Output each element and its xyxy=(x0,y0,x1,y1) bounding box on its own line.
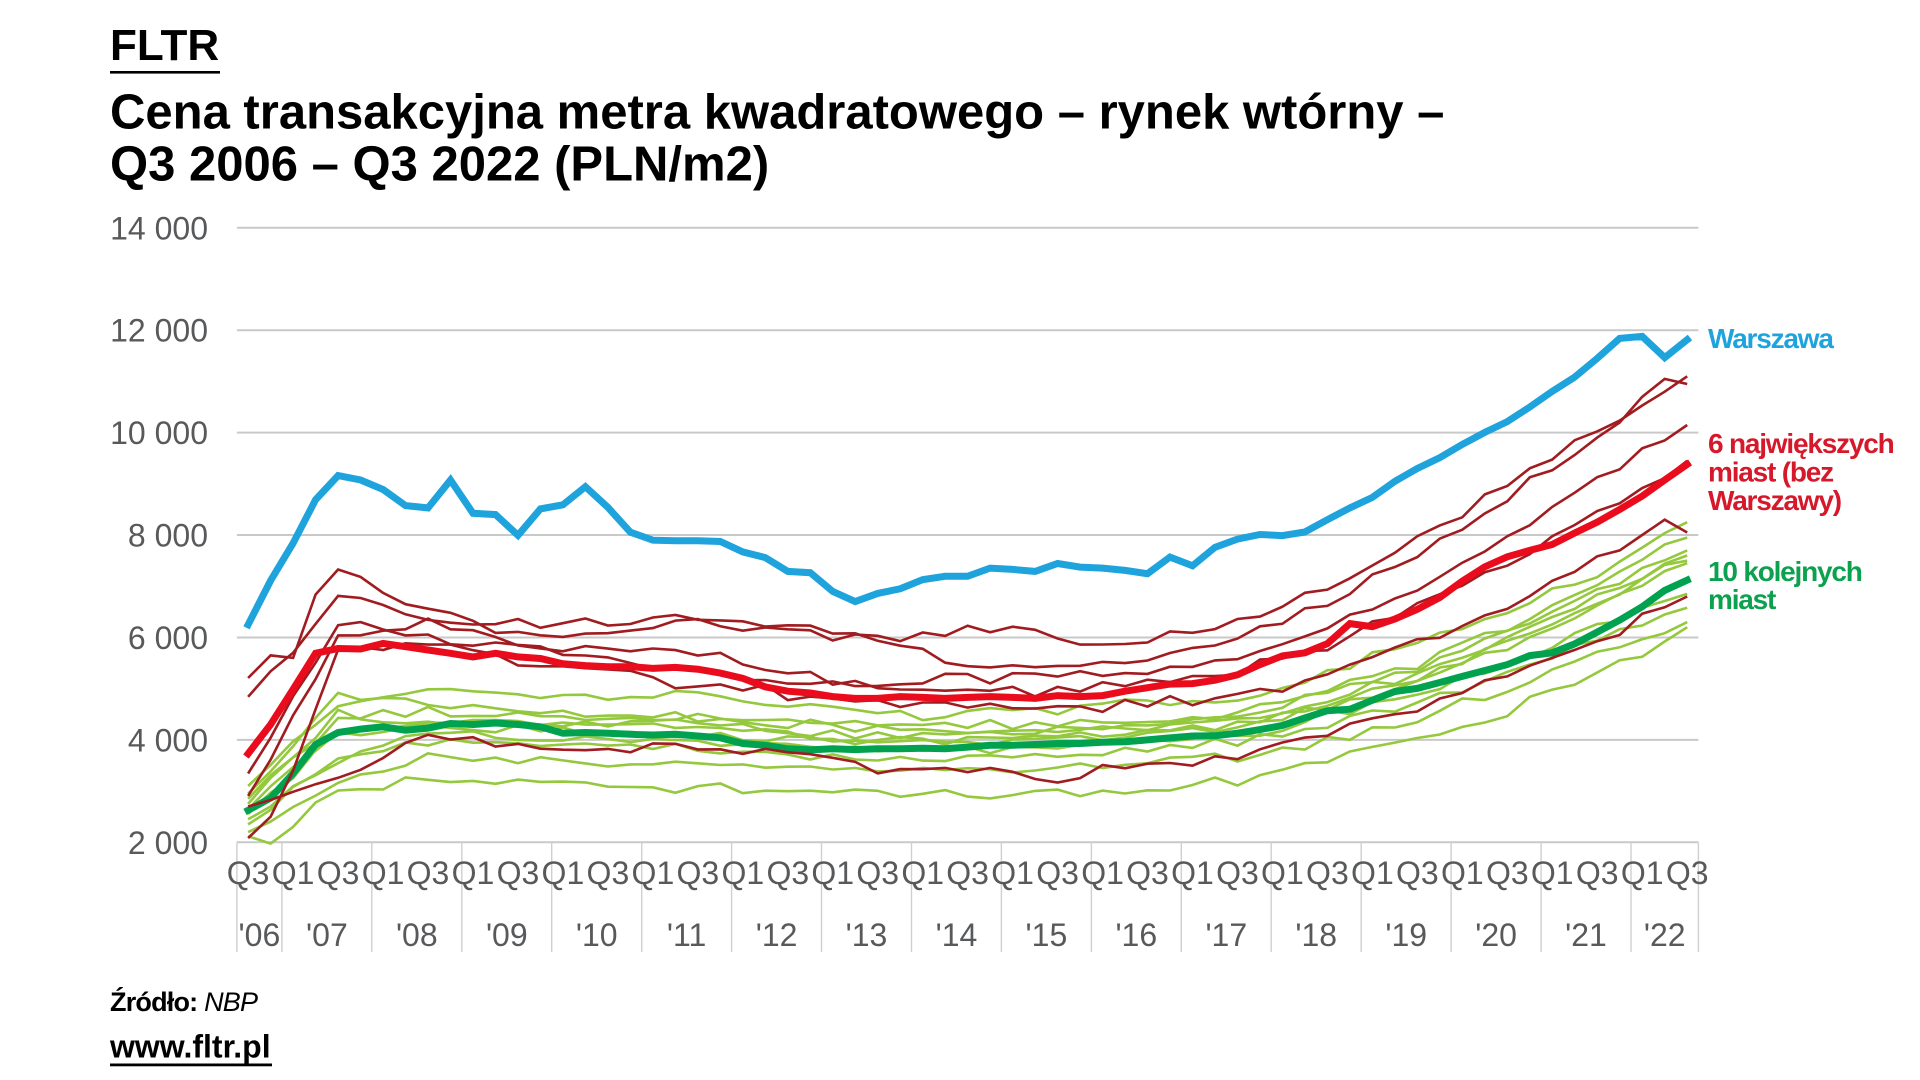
svg-text:'14: '14 xyxy=(936,917,978,953)
svg-text:Q1: Q1 xyxy=(811,855,854,891)
svg-text:Q1: Q1 xyxy=(1081,855,1124,891)
svg-text:Q1: Q1 xyxy=(721,855,764,891)
svg-text:'16: '16 xyxy=(1115,917,1157,953)
svg-text:'10: '10 xyxy=(576,917,618,953)
svg-text:2 000: 2 000 xyxy=(128,825,208,861)
svg-text:'19: '19 xyxy=(1385,917,1427,953)
svg-text:Q1: Q1 xyxy=(1261,855,1304,891)
svg-text:Q3: Q3 xyxy=(1126,855,1169,891)
svg-text:'15: '15 xyxy=(1026,917,1068,953)
svg-text:Q1: Q1 xyxy=(542,855,585,891)
svg-text:Q1: Q1 xyxy=(1531,855,1574,891)
svg-text:Q3: Q3 xyxy=(1666,855,1709,891)
svg-text:'21: '21 xyxy=(1565,917,1607,953)
svg-text:8 000: 8 000 xyxy=(128,518,208,554)
svg-text:FLTR: FLTR xyxy=(110,21,219,70)
svg-text:Q3: Q3 xyxy=(1036,855,1079,891)
svg-text:10 kolejnych: 10 kolejnych xyxy=(1708,556,1862,587)
svg-text:'07: '07 xyxy=(306,917,348,953)
svg-text:6 największych: 6 największych xyxy=(1708,428,1894,459)
svg-text:Q1: Q1 xyxy=(272,855,315,891)
svg-text:miast: miast xyxy=(1708,584,1776,615)
svg-text:Q1: Q1 xyxy=(1171,855,1214,891)
svg-text:Q3: Q3 xyxy=(317,855,360,891)
svg-text:'12: '12 xyxy=(756,917,798,953)
svg-text:Q3: Q3 xyxy=(407,855,450,891)
svg-text:4 000: 4 000 xyxy=(128,722,208,758)
svg-text:'06: '06 xyxy=(239,917,281,953)
svg-text:Q3: Q3 xyxy=(227,855,270,891)
svg-text:Q3: Q3 xyxy=(587,855,630,891)
svg-text:Q3: Q3 xyxy=(1396,855,1439,891)
svg-text:www.fltr.pl: www.fltr.pl xyxy=(109,1029,271,1065)
svg-text:6 000: 6 000 xyxy=(128,620,208,656)
svg-text:Q1: Q1 xyxy=(362,855,405,891)
svg-text:Q1: Q1 xyxy=(1441,855,1484,891)
svg-text:Q3: Q3 xyxy=(856,855,899,891)
svg-text:Q3: Q3 xyxy=(1306,855,1349,891)
svg-text:Q1: Q1 xyxy=(1351,855,1394,891)
svg-text:14 000: 14 000 xyxy=(110,210,208,246)
svg-text:Q3: Q3 xyxy=(676,855,719,891)
svg-text:'20: '20 xyxy=(1475,917,1517,953)
svg-text:Q1: Q1 xyxy=(1621,855,1664,891)
svg-text:Q1: Q1 xyxy=(901,855,944,891)
svg-text:'22: '22 xyxy=(1644,917,1686,953)
svg-text:miast (bez: miast (bez xyxy=(1708,457,1833,488)
svg-text:12 000: 12 000 xyxy=(110,313,208,349)
svg-text:'13: '13 xyxy=(846,917,888,953)
svg-text:'18: '18 xyxy=(1295,917,1337,953)
svg-text:Źródło: NBP: Źródło: NBP xyxy=(110,986,258,1017)
svg-text:Q3: Q3 xyxy=(1576,855,1619,891)
svg-text:Q3: Q3 xyxy=(497,855,540,891)
svg-text:Q3: Q3 xyxy=(766,855,809,891)
svg-text:'17: '17 xyxy=(1205,917,1247,953)
svg-text:Q1: Q1 xyxy=(632,855,675,891)
svg-text:Cena transakcyjna metra kwadra: Cena transakcyjna metra kwadratowego – r… xyxy=(110,86,1444,140)
svg-text:10 000: 10 000 xyxy=(110,415,208,451)
svg-text:'08: '08 xyxy=(396,917,438,953)
svg-text:Q1: Q1 xyxy=(452,855,495,891)
svg-text:Warszawa: Warszawa xyxy=(1708,323,1834,354)
svg-text:'09: '09 xyxy=(486,917,528,953)
svg-text:Q3 2006 – Q3 2022 (PLN/m2): Q3 2006 – Q3 2022 (PLN/m2) xyxy=(110,138,769,192)
svg-text:Q3: Q3 xyxy=(1486,855,1529,891)
svg-text:Warszawy): Warszawy) xyxy=(1708,485,1841,516)
svg-text:Q1: Q1 xyxy=(991,855,1034,891)
svg-text:'11: '11 xyxy=(667,917,706,953)
svg-text:Q3: Q3 xyxy=(1216,855,1259,891)
svg-text:Q3: Q3 xyxy=(946,855,989,891)
